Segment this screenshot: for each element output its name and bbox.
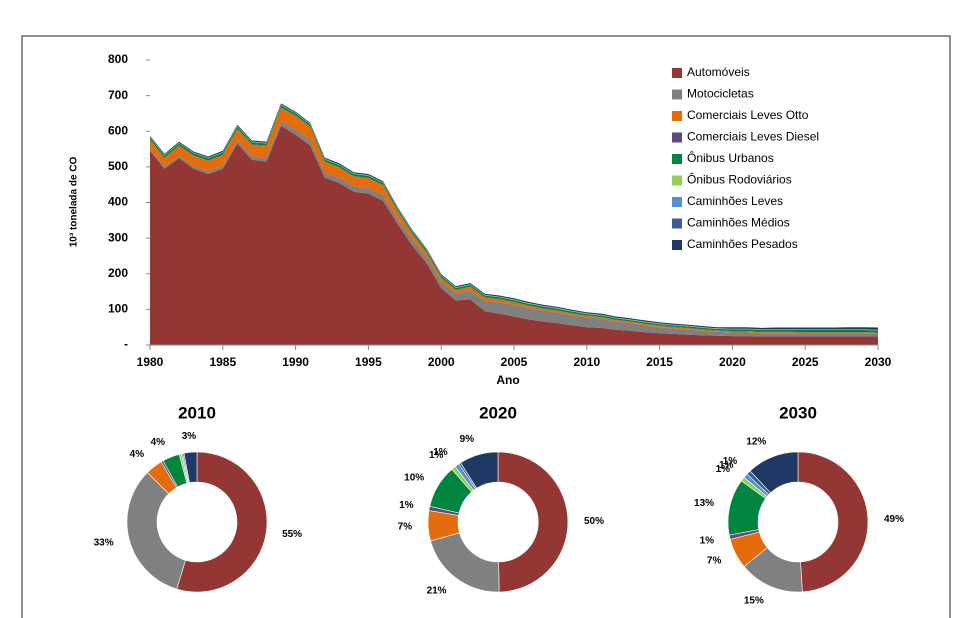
- x-axis-label: Ano: [496, 373, 519, 387]
- data-label: 33%: [94, 538, 114, 549]
- legend-label: Caminhões Pesados: [687, 237, 798, 251]
- donut-slice: [749, 451, 799, 494]
- legend-swatch: [672, 197, 682, 207]
- data-label: 9%: [460, 434, 475, 445]
- data-label: 50%: [584, 516, 604, 527]
- legend-swatch: [672, 68, 682, 78]
- x-tick-label: 2015: [646, 355, 673, 369]
- data-label: 49%: [884, 514, 904, 525]
- data-label: 1%: [399, 500, 414, 511]
- legend-label: Comerciais Leves Diesel: [687, 130, 819, 144]
- data-label: 1%: [719, 460, 734, 471]
- frame: [21, 35, 951, 618]
- donut-title: 2020: [479, 403, 517, 422]
- data-label: 1%: [433, 447, 448, 458]
- donut-title: 2010: [178, 403, 216, 422]
- area: [150, 125, 878, 346]
- x-tick-label: 2005: [501, 355, 528, 369]
- legend-label: Ônibus Urbanos: [687, 150, 774, 165]
- legend-swatch: [672, 89, 682, 100]
- x-tick-label: 2010: [573, 355, 600, 369]
- y-tick-label: 100: [108, 302, 128, 316]
- legend-label: Motocicletas: [687, 87, 754, 101]
- data-label: 4%: [130, 449, 145, 460]
- donut-slice: [797, 451, 869, 593]
- data-label: 13%: [694, 498, 714, 509]
- data-label: 3%: [182, 431, 197, 442]
- legend-swatch: [672, 154, 682, 164]
- data-label: 21%: [427, 586, 447, 597]
- donut-slice: [497, 451, 569, 593]
- data-label: 1%: [700, 535, 715, 546]
- donut-slice: [430, 532, 500, 593]
- x-tick-label: 2025: [792, 355, 819, 369]
- legend-swatch: [672, 175, 682, 186]
- y-tick-label: 800: [108, 52, 128, 66]
- x-tick-label: 1985: [209, 355, 236, 369]
- data-label: 7%: [398, 521, 413, 532]
- data-label: 4%: [151, 437, 166, 448]
- donut-slice: [176, 451, 268, 593]
- data-label: 1%: [723, 456, 738, 467]
- legend-swatch: [672, 240, 682, 250]
- y-tick-label: -: [124, 337, 128, 351]
- data-label: 15%: [744, 596, 764, 607]
- data-label: 7%: [707, 556, 722, 567]
- legend-swatch: [672, 132, 682, 143]
- data-label: 10%: [404, 472, 424, 483]
- donut-slice: [460, 451, 499, 489]
- y-tick-label: 400: [108, 195, 128, 209]
- y-tick-label: 600: [108, 123, 128, 137]
- x-tick-label: 1980: [137, 355, 164, 369]
- y-tick-label: 200: [108, 266, 128, 280]
- legend-swatch: [672, 218, 682, 229]
- donut-title: 2030: [779, 403, 817, 422]
- legend-swatch: [672, 111, 682, 121]
- y-tick-label: 300: [108, 230, 128, 244]
- legend-label: Ônibus Rodoviários: [687, 172, 792, 187]
- x-tick-label: 1995: [355, 355, 382, 369]
- legend-label: Comerciais Leves Otto: [687, 108, 809, 122]
- data-label: 55%: [282, 529, 302, 540]
- x-tick-label: 2020: [719, 355, 746, 369]
- donut-slice: [126, 472, 186, 590]
- x-tick-label: 2030: [865, 355, 892, 369]
- data-label: 1%: [429, 450, 444, 461]
- y-tick-label: 500: [108, 159, 128, 173]
- donut-slice: [183, 451, 198, 484]
- legend-label: Automóveis: [687, 65, 750, 79]
- data-label: 1%: [716, 464, 731, 475]
- legend-label: Caminhões Leves: [687, 194, 783, 208]
- data-label: 12%: [746, 437, 766, 448]
- x-tick-label: 1990: [282, 355, 309, 369]
- x-tick-label: 2000: [428, 355, 455, 369]
- legend-label: Caminhões Médios: [687, 216, 790, 230]
- y-tick-label: 700: [108, 88, 128, 102]
- y-axis-label: 10³ tonelada de CO: [69, 156, 80, 247]
